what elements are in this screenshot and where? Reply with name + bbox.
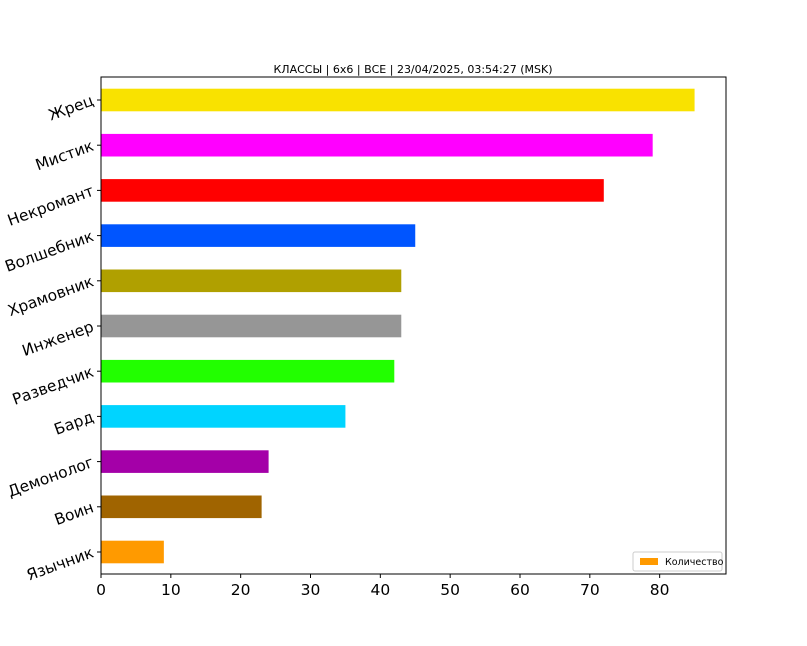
legend: Количество — [632, 551, 724, 572]
chart-title: КЛАССЫ | 6x6 | ВСЕ | 23/04/2025, 03:54:2… — [273, 63, 552, 76]
x-tick-label: 80 — [650, 581, 670, 599]
legend-swatch — [640, 558, 658, 565]
y-axis-ticks: Жрец Мистик НекромантВолшебникХрамовникИнж… — [3, 92, 101, 585]
x-tick-label: 40 — [370, 581, 390, 599]
x-tick-label: 0 — [96, 581, 106, 599]
y-tick-label: Храмовник — [5, 272, 96, 320]
bar-11 — [101, 540, 164, 564]
x-tick-label: 70 — [580, 581, 600, 599]
y-tick-label: Воин — [52, 498, 96, 529]
bars-group — [101, 88, 695, 564]
y-tick-label: Жрец — [46, 92, 96, 125]
bar-10 — [101, 495, 262, 519]
x-axis-ticks: 0 10 20 30 40 50 60 70 80 — [96, 574, 670, 599]
bar-7 — [101, 359, 395, 383]
y-tick-label: Разведчик — [10, 363, 96, 409]
legend-label: Количество — [665, 557, 724, 568]
y-tick-label: Мистик — [33, 137, 96, 175]
y-tick-label: Демонолог — [5, 453, 96, 501]
x-tick-label: 10 — [161, 581, 181, 599]
bar-6 — [101, 314, 402, 338]
legend-box — [632, 551, 723, 572]
y-tick-label: Бард — [52, 408, 96, 439]
bar-3 — [101, 179, 604, 202]
bar-4 — [101, 224, 416, 247]
x-tick-label: 30 — [301, 581, 321, 599]
bar-9 — [101, 450, 269, 473]
bar-2 — [101, 133, 653, 157]
y-tick-label: Инженер — [20, 318, 96, 360]
x-tick-label: 50 — [440, 581, 460, 599]
x-tick-label: 20 — [231, 581, 251, 599]
y-tick-label: Язычник — [24, 544, 96, 585]
bar-5 — [101, 269, 402, 293]
x-tick-label: 60 — [510, 581, 530, 599]
y-tick-label: Волшебник — [3, 227, 96, 276]
plot-frame — [100, 76, 727, 575]
y-tick-label: Некромант — [5, 182, 96, 230]
bar-1 — [101, 88, 695, 112]
bar-8 — [101, 405, 346, 428]
